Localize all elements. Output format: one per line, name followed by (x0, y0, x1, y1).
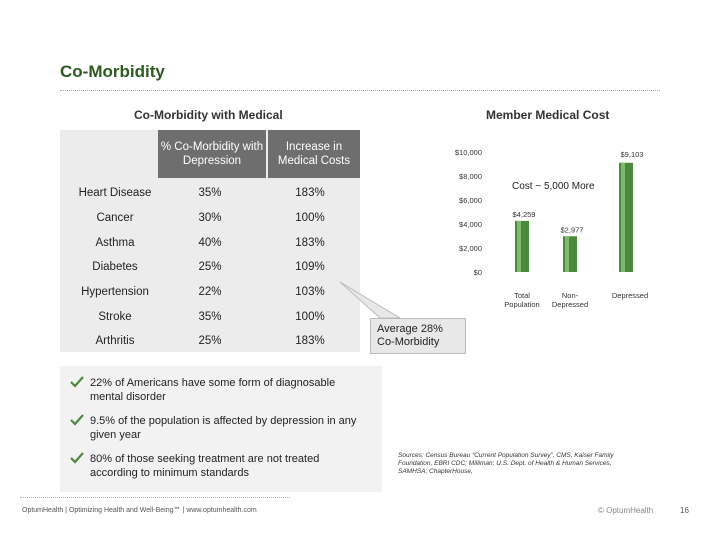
table-row: Cancer 30% 100% (60, 207, 360, 231)
bar-highlight (565, 236, 569, 272)
cost-increase-cell: 183% (295, 237, 325, 249)
cost-increase-cell: 183% (295, 187, 325, 199)
table-row: Arthritis 25% 183% (60, 330, 360, 354)
y-tick-label: $0 (474, 268, 482, 277)
category-label: Non-Depressed (552, 291, 588, 309)
y-tick-label: $8,000 (459, 172, 482, 181)
bar-value-label: $2,977 (561, 225, 584, 234)
checkmark-icon (70, 414, 84, 426)
cost-increase-cell: 100% (295, 212, 325, 224)
cost-increase-cell: 103% (295, 286, 325, 298)
cost-increase-cell: 183% (295, 335, 325, 347)
footer-text: OptumHealth | Optimizing Health and Well… (22, 507, 257, 514)
table-row: Hypertension 22% 103% (60, 281, 360, 305)
page-number: 16 (680, 506, 689, 515)
table-row: Asthma 40% 183% (60, 232, 360, 256)
comorbidity-cell: 40% (198, 237, 222, 249)
table-heading: Co-Morbidity with Medical (134, 108, 283, 122)
y-tick-label: $4,000 (459, 220, 482, 229)
comorbidity-cell: 30% (198, 212, 222, 224)
condition-cell: Diabetes (92, 261, 138, 273)
y-tick-label: $2,000 (459, 244, 482, 253)
checkmark-icon (70, 452, 84, 464)
sources-note: Sources: Census Bureau “Current Populati… (398, 452, 614, 475)
comorbidity-cell: 22% (198, 286, 222, 298)
copyright: © OptumHealth (598, 506, 654, 515)
bar-3 (619, 162, 633, 272)
column-header-comorbidity: % Co-Morbidity with Depression (158, 130, 266, 178)
comorbidity-cell: 25% (198, 261, 222, 273)
table-row: Heart Disease 35% 183% (60, 182, 360, 206)
category-label: Total Population (504, 291, 539, 309)
condition-cell: Asthma (95, 237, 135, 249)
bar-highlight (517, 220, 521, 272)
checkmark-icon (70, 376, 84, 388)
bullet-text: 22% of Americans have some form of diagn… (90, 377, 336, 403)
condition-cell: Cancer (96, 212, 134, 224)
condition-cell: Stroke (98, 311, 132, 323)
cost-increase-cell: 109% (295, 261, 325, 273)
bar-1 (515, 220, 529, 272)
bar-highlight (621, 162, 625, 272)
bullet-text: 9.5% of the population is affected by de… (90, 415, 357, 441)
bullet-text: 80% of those seeking treatment are not t… (90, 453, 320, 479)
table-row: Stroke 35% 100% (60, 306, 360, 330)
condition-cell: Arthritis (95, 335, 135, 347)
slide-title: Co-Morbidity (60, 62, 165, 81)
chart-heading: Member Medical Cost (486, 108, 610, 122)
category-label: Depressed (612, 291, 648, 300)
bar-2 (563, 236, 577, 272)
member-cost-chart: $0 $2,000 $4,000 $6,000 $8,000 $10,000 $4,259 T… (455, 148, 648, 309)
y-tick-label: $10,000 (455, 148, 482, 157)
comorbidity-cell: 25% (198, 335, 222, 347)
y-tick-label: $6,000 (459, 196, 482, 205)
footer-divider (20, 497, 290, 498)
title-divider (60, 90, 660, 91)
chart-annotation: Cost ~ 5,000 More (512, 181, 595, 192)
callout-box: Average 28% Co-Morbidity (370, 318, 466, 354)
column-header-cost-increase: Increase in Medical Costs (268, 130, 360, 178)
bar-value-label: $9,103 (621, 150, 644, 159)
condition-cell: Hypertension (81, 286, 149, 298)
cost-increase-cell: 100% (295, 311, 325, 323)
comorbidity-cell: 35% (198, 311, 222, 323)
condition-cell: Heart Disease (78, 187, 152, 199)
comorbidity-cell: 35% (198, 187, 222, 199)
bullet-panel (60, 366, 382, 492)
table-row: Diabetes 25% 109% (60, 256, 360, 280)
bar-value-label: $4,259 (513, 210, 536, 219)
